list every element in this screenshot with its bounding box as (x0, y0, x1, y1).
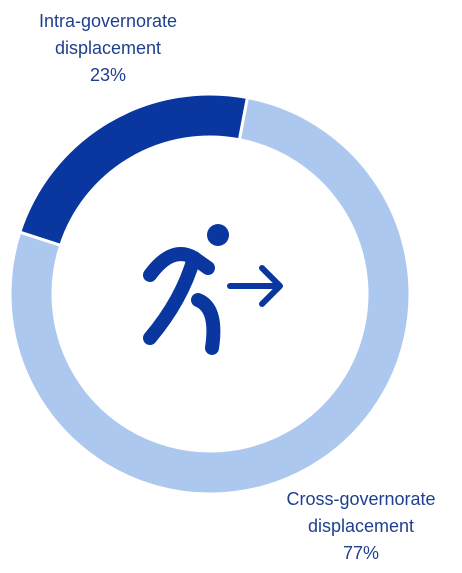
slice-label-intra-value: 23% (89, 65, 127, 85)
person-walking-with-arrow-icon (143, 224, 283, 355)
donut-slices (8, 92, 412, 496)
donut-slice-intra (17, 92, 250, 248)
slice-label-intra: Intra-governorate displacement 23% (8, 8, 208, 89)
slice-label-intra-line2: displacement (54, 38, 162, 58)
slice-label-cross-line1: Cross-governorate (286, 489, 436, 509)
slice-label-cross-value: 77% (342, 543, 380, 563)
slice-label-intra-line1: Intra-governorate (38, 11, 178, 31)
donut-slice-cross (8, 95, 412, 496)
slice-label-cross-line2: displacement (307, 516, 415, 536)
slice-label-cross: Cross-governorate displacement 77% (263, 486, 459, 567)
